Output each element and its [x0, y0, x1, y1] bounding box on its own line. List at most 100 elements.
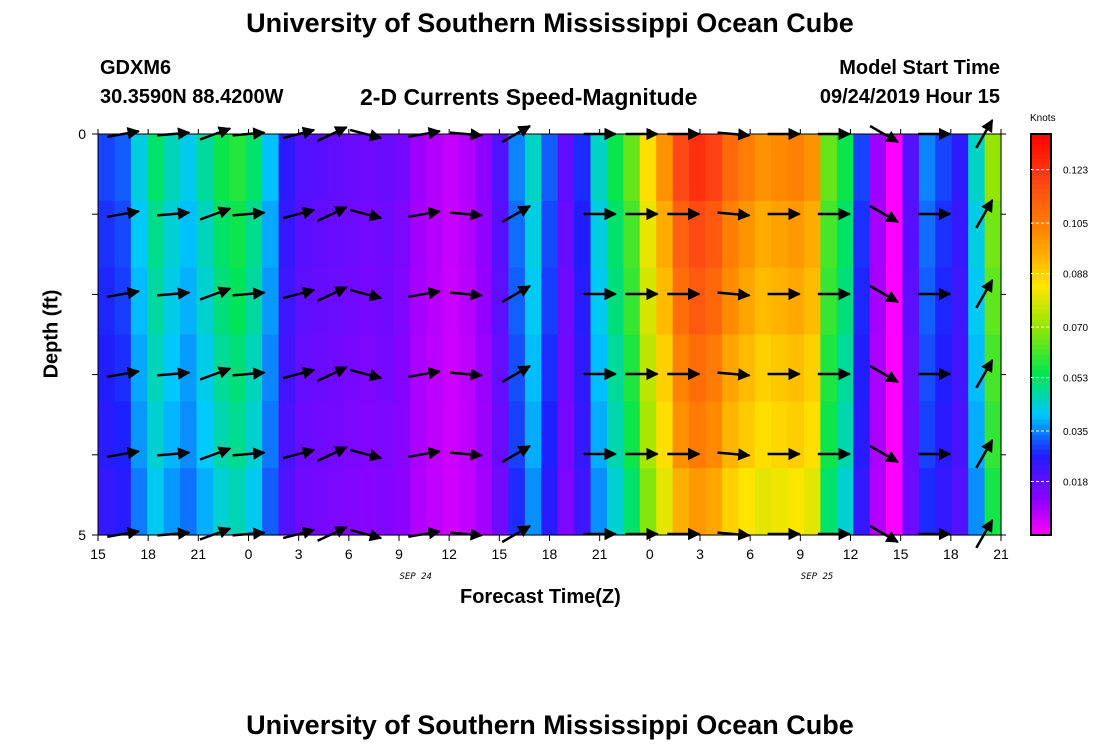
colorbar-tick-label: 0.088 [1063, 270, 1088, 281]
heatmap-cell [442, 334, 460, 402]
heatmap-cell [672, 401, 690, 469]
heatmap-cell [393, 334, 411, 402]
heatmap-cell [574, 334, 592, 402]
heatmap-cell [902, 401, 920, 469]
heatmap-cell [738, 334, 756, 402]
heatmap-cell [163, 200, 181, 269]
current-vector [232, 447, 266, 460]
current-vector [449, 288, 484, 301]
heatmap-cell [475, 401, 493, 469]
heatmap-cell [163, 468, 181, 536]
heatmap-cell [869, 334, 887, 402]
heatmap-cell [623, 200, 641, 269]
colorbar-segment [1031, 254, 1051, 260]
heatmap-cell [803, 267, 821, 336]
heatmap-cell [180, 401, 198, 469]
colorbar-segment [1031, 369, 1051, 376]
current-vector [975, 439, 994, 469]
current-vector [157, 207, 191, 220]
heatmap-cell [984, 267, 1002, 336]
heatmap-cell [409, 334, 427, 402]
heatmap-cell [393, 134, 411, 202]
heatmap-cell [574, 468, 592, 536]
heatmap-cell [229, 334, 247, 402]
heatmap-cell [803, 334, 821, 402]
colorbar-segment [1031, 479, 1051, 486]
colorbar-segment [1031, 294, 1051, 300]
heatmap-cell [721, 267, 739, 336]
heatmap-cell [262, 134, 280, 202]
heatmap-cell [327, 468, 345, 536]
heatmap-cell [130, 334, 148, 402]
colorbar-segment [1031, 144, 1051, 150]
current-vector [107, 447, 141, 460]
heatmap-cell [278, 267, 296, 336]
current-vector [317, 286, 348, 302]
heatmap-cell [196, 267, 214, 336]
heatmap-cell [787, 401, 805, 469]
heatmap-cell [590, 200, 608, 269]
colorbar-frame [1030, 133, 1052, 536]
heatmap-cell [705, 200, 723, 269]
heatmap-cell [853, 200, 871, 269]
heatmap-cell [278, 134, 296, 202]
heatmap-cell [886, 334, 904, 402]
heatmap-cell [492, 401, 510, 469]
heatmap-cell [377, 200, 395, 269]
current-vector [282, 366, 316, 380]
model-start-label: Model Start Time [839, 57, 1000, 79]
heatmap-cell [377, 468, 395, 536]
heatmap-cell [590, 267, 608, 336]
heatmap-cell [196, 200, 214, 269]
heatmap-cell [344, 134, 362, 202]
current-vector [317, 366, 348, 382]
heatmap-cell [98, 134, 116, 202]
colorbar-segment [1031, 269, 1051, 275]
colorbar-segment [1031, 474, 1051, 481]
heatmap-cell [886, 401, 904, 469]
heatmap-cell [492, 267, 510, 336]
current-vector [282, 526, 316, 540]
heatmap-cell [114, 200, 132, 269]
heatmap-cell [98, 468, 116, 536]
heatmap-cell [606, 200, 624, 269]
heatmap-cell [98, 334, 116, 402]
heatmap-cell [180, 134, 198, 202]
x-axis-label: Forecast Time(Z) [460, 586, 621, 608]
colorbar-segment [1031, 499, 1051, 506]
colorbar-segment [1031, 419, 1051, 426]
heatmap-cell [623, 134, 641, 202]
heatmap-cell [968, 401, 986, 469]
heatmap-cell [360, 134, 378, 202]
current-vector [199, 526, 232, 541]
heatmap-cell [590, 401, 608, 469]
colorbar-segment [1031, 199, 1051, 205]
heatmap-cell [836, 200, 854, 269]
heatmap-cell [754, 267, 772, 336]
heatmap-cell [426, 468, 444, 536]
colorbar-segment [1031, 274, 1051, 280]
heatmap-cell [853, 134, 871, 202]
heatmap-cell [327, 267, 345, 336]
heatmap-cell [229, 134, 247, 202]
heatmap-cell [918, 468, 936, 536]
heatmap-cell [951, 334, 969, 402]
heatmap-cell [886, 134, 904, 202]
model-start-value: 09/24/2019 Hour 15 [819, 86, 1000, 108]
heatmap-cell [344, 401, 362, 469]
heatmap-cell [869, 200, 887, 269]
heatmap-cell [508, 134, 526, 202]
heatmap-cell [442, 468, 460, 536]
heatmap-cell [935, 200, 953, 269]
current-vector [349, 208, 383, 222]
heatmap-cell [705, 334, 723, 402]
heatmap-cell [245, 468, 263, 536]
heatmap-cell [606, 401, 624, 469]
heatmap-cell [278, 468, 296, 536]
colorbar-segment [1031, 264, 1051, 270]
heatmap-cell [196, 134, 214, 202]
heatmap-cell [639, 267, 657, 336]
heatmap-cell [426, 401, 444, 469]
current-vector [282, 206, 316, 220]
heatmap-cell [951, 267, 969, 336]
